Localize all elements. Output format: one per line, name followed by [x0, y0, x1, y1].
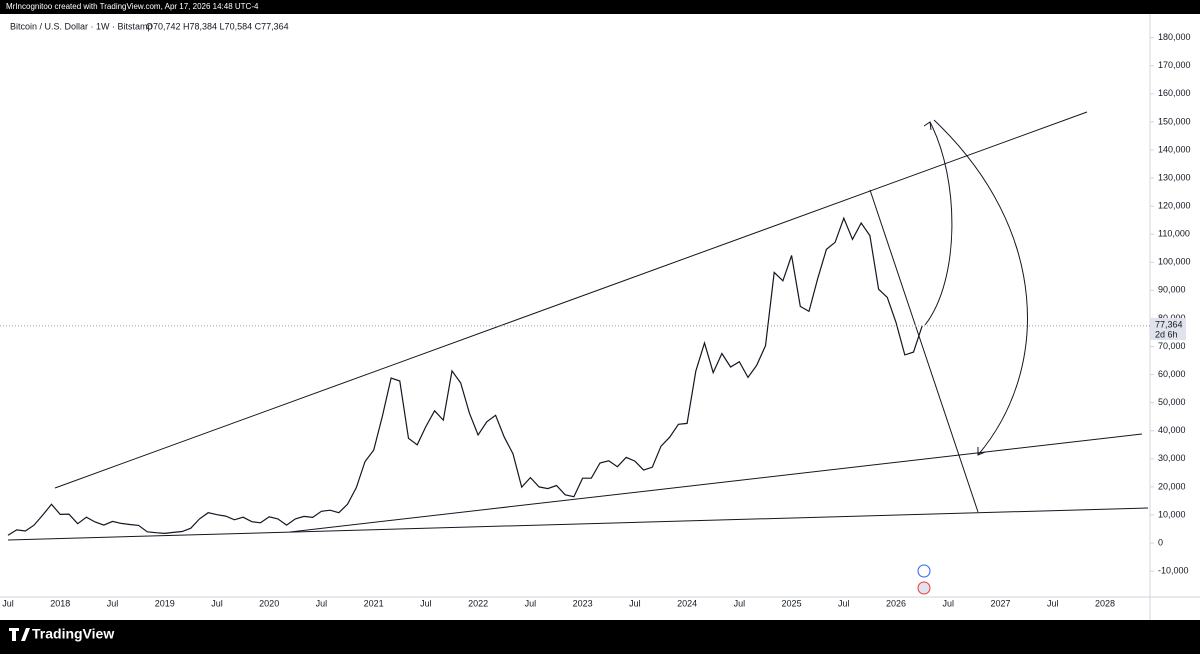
- symbol-title: Bitcoin / U.S. Dollar · 1W · Bitstamp: [10, 21, 153, 31]
- y-tick-label: -10,000: [1158, 566, 1189, 576]
- y-tick-label: 100,000: [1158, 257, 1191, 267]
- credit: MrIncognitoo created with TradingView.co…: [6, 2, 259, 11]
- x-tick-label: 2021: [364, 598, 384, 608]
- drawings: [7, 111, 1149, 541]
- price-box: [1150, 318, 1186, 340]
- x-tick-label: Jul: [838, 598, 850, 608]
- x-tick-label: 2022: [468, 598, 488, 608]
- price-line: [7, 216, 923, 536]
- event-icon[interactable]: [917, 564, 931, 578]
- y-tick-label: 140,000: [1158, 144, 1191, 154]
- event-icon[interactable]: [917, 581, 931, 595]
- y-tick-label: 10,000: [1158, 509, 1186, 519]
- x-tick-label: 2020: [259, 598, 279, 608]
- x-tick-label: 2027: [991, 598, 1011, 608]
- countdown: 2d 6h: [1155, 329, 1178, 339]
- y-tick-label: 60,000: [1158, 369, 1186, 379]
- y-tick-label: 120,000: [1158, 200, 1191, 210]
- x-tick-label: 2024: [677, 598, 697, 608]
- y-tick-label: 180,000: [1158, 32, 1191, 42]
- y-tick-label: 130,000: [1158, 172, 1191, 182]
- y-tick-label: 90,000: [1158, 285, 1186, 295]
- x-tick-label: Jul: [1047, 598, 1059, 608]
- x-tick-label: Jul: [943, 598, 955, 608]
- x-tick-label: 2028: [1095, 598, 1115, 608]
- y-tick-label: 80,000: [1158, 313, 1186, 323]
- x-tick-label: 2018: [50, 598, 70, 608]
- y-tick-label: 30,000: [1158, 453, 1186, 463]
- y-tick-label: 50,000: [1158, 397, 1186, 407]
- y-tick-label: 170,000: [1158, 60, 1191, 70]
- brand: TradingView: [32, 626, 114, 642]
- x-tick-label: 2019: [155, 598, 175, 608]
- top-bar: [0, 0, 1200, 14]
- x-tick-label: Jul: [420, 598, 432, 608]
- pane: [0, 14, 1200, 620]
- y-tick-label: 160,000: [1158, 88, 1191, 98]
- x-tick-label: Jul: [2, 598, 14, 608]
- logo: [9, 628, 30, 641]
- y-tick-label: 110,000: [1158, 229, 1190, 239]
- y-tick-label: 40,000: [1158, 425, 1186, 435]
- x-tick-label: Jul: [525, 598, 537, 608]
- x-tick-label: Jul: [629, 598, 641, 608]
- price-label: 77,364: [1155, 319, 1183, 329]
- y-tick-label: 20,000: [1158, 481, 1186, 491]
- x-tick-label: Jul: [211, 598, 223, 608]
- y-tick-label: 0: [1158, 537, 1163, 547]
- y-tick-label: 70,000: [1158, 341, 1186, 351]
- x-tick-label: 2023: [573, 598, 593, 608]
- y-tick-label: 150,000: [1158, 116, 1191, 126]
- x-tick-label: 2026: [886, 598, 906, 608]
- footer-bar: [0, 620, 1200, 654]
- ohlc: O70,742 H78,384 L70,584 C77,364: [146, 21, 289, 31]
- x-tick-label: 2025: [782, 598, 802, 608]
- x-tick-label: Jul: [734, 598, 746, 608]
- x-tick-label: Jul: [316, 598, 328, 608]
- x-tick-label: Jul: [107, 598, 119, 608]
